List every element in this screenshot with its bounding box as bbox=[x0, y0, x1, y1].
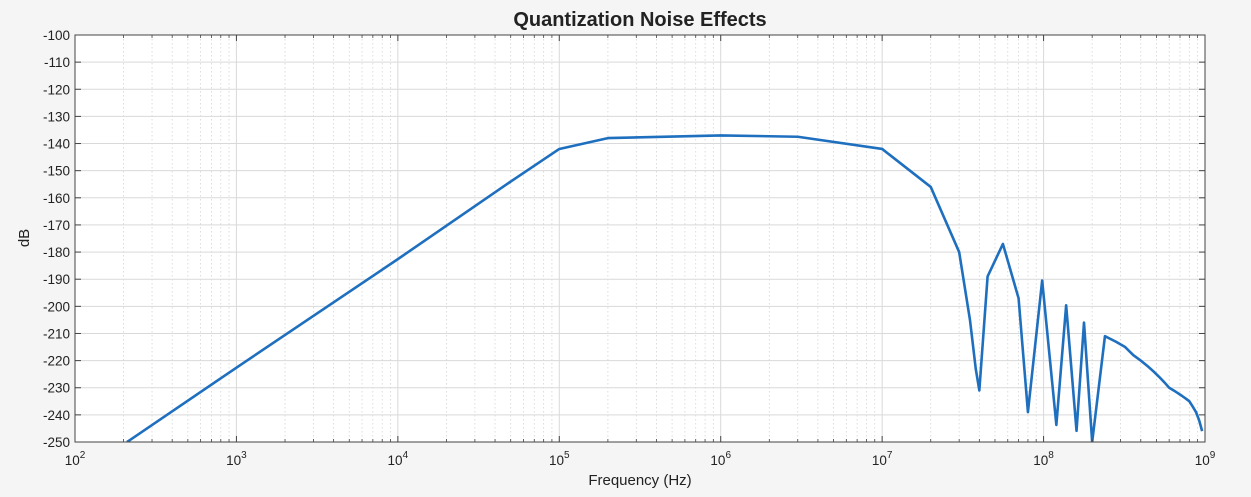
y-tick-label: -180 bbox=[43, 245, 70, 260]
series-lines bbox=[126, 134, 1204, 442]
x-axis-label: Frequency (Hz) bbox=[588, 472, 691, 489]
y-tick-label: -190 bbox=[43, 272, 70, 287]
y-tick-label: -230 bbox=[43, 381, 70, 396]
y-tick-label: -120 bbox=[43, 82, 70, 97]
y-tick-label: -240 bbox=[43, 408, 70, 423]
tick-marks bbox=[74, 34, 1206, 443]
series-line-0 bbox=[126, 134, 1204, 442]
y-tick-label: -110 bbox=[44, 55, 70, 70]
chart-title: Quantization Noise Effects bbox=[513, 9, 766, 31]
y-tick-label: -130 bbox=[43, 109, 70, 124]
y-tick-label: -160 bbox=[43, 191, 70, 206]
plot-frame bbox=[74, 34, 1206, 443]
y-tick-label: -220 bbox=[43, 354, 70, 369]
plot-area bbox=[75, 35, 1205, 442]
y-tick-label: -250 bbox=[43, 435, 70, 450]
y-axis-label: dB bbox=[16, 229, 33, 247]
y-tick-label: -100 bbox=[43, 28, 70, 43]
y-tick-label: -200 bbox=[43, 299, 70, 314]
y-tick-label: -210 bbox=[43, 326, 70, 341]
y-tick-label: -170 bbox=[43, 218, 70, 233]
y-tick-label: -140 bbox=[43, 137, 70, 152]
y-tick-label: -150 bbox=[43, 164, 70, 179]
y-tick-labels: -100 -110 -120 -130 -140 -150 -160 -170 -180 -190… bbox=[43, 28, 70, 450]
